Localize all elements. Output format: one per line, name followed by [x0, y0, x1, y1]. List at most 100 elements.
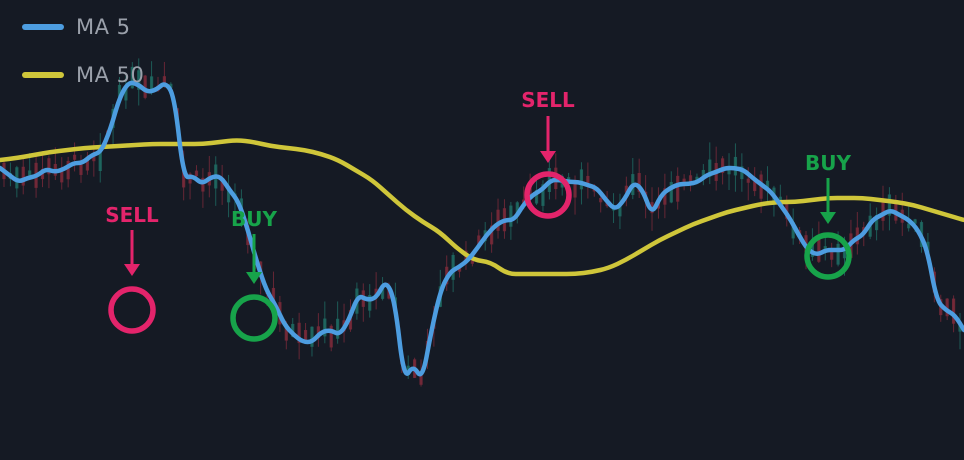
candle-body — [310, 326, 314, 347]
legend-item-ma50: MA 50 — [22, 62, 144, 88]
signal-arrow-head — [820, 212, 836, 224]
candle-body — [291, 323, 295, 337]
candle-body — [162, 76, 167, 86]
candle-body — [66, 160, 70, 180]
candle-body — [624, 185, 628, 193]
ma5-swatch — [22, 24, 64, 30]
signal-markers: SELL BUY SELL BUY — [105, 88, 852, 342]
candle-body — [740, 166, 744, 180]
moving-average-lines — [0, 80, 964, 377]
candle-body — [721, 158, 725, 173]
candle-body — [220, 177, 224, 191]
candle-body — [60, 168, 64, 183]
candle-body — [701, 169, 705, 177]
legend-label-ma50: MA 50 — [76, 63, 145, 87]
signal-label: BUY — [805, 151, 851, 175]
candle-body — [124, 86, 128, 101]
candle-body — [515, 202, 519, 217]
candle-body — [194, 170, 199, 177]
candle-body — [836, 243, 840, 265]
candle-body — [874, 215, 879, 231]
candle-body — [85, 156, 90, 171]
candle-body — [746, 178, 750, 183]
candle-body — [490, 225, 494, 245]
candle-body — [637, 173, 641, 192]
candle-body — [881, 198, 885, 221]
candle-body — [541, 184, 545, 206]
legend-label-ma5: MA 5 — [76, 15, 131, 39]
legend: MA 5 MA 50 — [22, 14, 144, 110]
candle-body — [201, 177, 205, 192]
candle-body — [143, 75, 147, 98]
candle-body — [586, 175, 590, 183]
candle-body — [785, 201, 789, 219]
candle-body — [284, 324, 288, 341]
candle-body — [676, 175, 680, 202]
signal-ring — [108, 286, 156, 334]
candle-body — [817, 236, 821, 262]
candle-body — [21, 166, 25, 186]
ma50-line — [0, 138, 964, 277]
signal-label: SELL — [521, 88, 575, 112]
candle-body — [669, 182, 673, 203]
candle-body — [765, 180, 770, 188]
candle-body — [419, 370, 423, 385]
signal-buy-2: BUY — [230, 207, 278, 342]
candle-body — [579, 169, 584, 190]
signal-ring — [524, 171, 572, 219]
candle-body — [573, 179, 577, 198]
signal-arrow-head — [124, 264, 140, 276]
signal-arrow-head — [246, 272, 262, 284]
candle-body — [618, 205, 622, 217]
candle-body — [842, 248, 847, 259]
candle-body — [457, 267, 462, 272]
candle-body — [496, 209, 500, 231]
candle-body — [329, 325, 333, 348]
candle-body — [688, 175, 693, 183]
candle-body — [477, 235, 481, 247]
candle-body — [226, 186, 231, 203]
candle-body — [316, 326, 320, 338]
candle-body — [753, 181, 757, 192]
candle-body — [79, 163, 83, 175]
candle-body — [830, 252, 834, 260]
candle-body — [137, 70, 141, 90]
candle-body — [599, 197, 603, 203]
candle-body — [182, 167, 186, 188]
signal-sell-1: SELL — [105, 203, 159, 334]
candle-body — [451, 254, 455, 280]
candle-body — [708, 159, 712, 177]
candle-body — [951, 298, 956, 324]
signal-ring — [804, 232, 852, 280]
signal-ring — [230, 294, 278, 342]
signal-label: BUY — [231, 207, 277, 231]
legend-item-ma5: MA 5 — [22, 14, 144, 40]
candle-body — [470, 257, 474, 264]
candle-body — [913, 219, 917, 224]
candle-body — [945, 298, 949, 317]
candle-body — [323, 318, 327, 337]
candle-body — [380, 284, 385, 299]
candle-body — [534, 190, 539, 204]
candle-body — [297, 322, 301, 344]
candle-body — [663, 188, 667, 205]
candle-body — [72, 154, 77, 160]
candle-body — [336, 318, 340, 339]
candle-body — [28, 170, 32, 176]
candle-body — [791, 222, 795, 239]
signal-sell-3: SELL — [521, 88, 575, 219]
candle-body — [149, 76, 154, 93]
candle-body — [98, 146, 102, 171]
candle-body — [887, 194, 892, 216]
signal-label: SELL — [105, 203, 159, 227]
candle-body — [374, 288, 378, 296]
candle-body — [47, 158, 51, 175]
candle-body — [368, 295, 372, 311]
candle-body — [303, 330, 308, 343]
ma5-line — [0, 80, 964, 377]
candle-body — [130, 66, 134, 89]
candle-body — [117, 84, 122, 97]
signal-arrow-head — [540, 151, 556, 163]
candle-body — [92, 154, 96, 162]
